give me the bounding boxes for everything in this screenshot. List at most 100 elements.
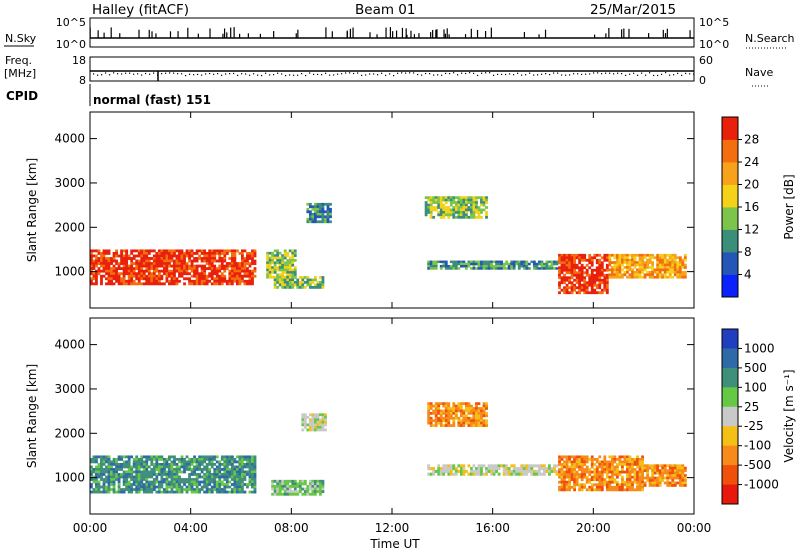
- range-cell: [319, 276, 322, 279]
- range-cell: [168, 279, 171, 283]
- range-cell: [633, 258, 637, 262]
- range-cell: [311, 413, 315, 417]
- range-cell: [459, 213, 463, 217]
- nave-dot: [565, 74, 567, 76]
- range-cell: [648, 270, 652, 274]
- range-cell: [175, 269, 179, 273]
- range-cell: [120, 279, 124, 283]
- range-cell: [492, 464, 496, 468]
- range-cell: [631, 253, 634, 257]
- range-cell: [155, 490, 159, 494]
- range-cell: [610, 485, 614, 489]
- range-cell: [575, 473, 579, 477]
- range-cell: [593, 278, 597, 282]
- range-cell: [560, 276, 564, 280]
- range-cell: [626, 266, 629, 269]
- range-cell: [319, 207, 322, 211]
- range-cell: [439, 414, 443, 418]
- range-cell: [251, 475, 254, 479]
- range-cell: [598, 470, 602, 474]
- nave-dot: [645, 74, 647, 76]
- range-cell: [218, 488, 222, 491]
- range-cell: [525, 467, 529, 471]
- nave-dot: [281, 73, 283, 75]
- range-cell: [434, 196, 438, 200]
- range-cell: [507, 467, 511, 471]
- range-cell: [120, 455, 124, 459]
- range-cell: [112, 488, 116, 491]
- range-cell: [621, 475, 624, 479]
- range-cell: [152, 249, 156, 253]
- range-cell: [578, 483, 582, 487]
- range-cell: [266, 271, 269, 274]
- range-cell: [575, 276, 579, 280]
- range-cell: [605, 468, 609, 471]
- range-cell: [168, 254, 171, 258]
- range-cell: [281, 283, 285, 287]
- range-cell: [605, 256, 609, 260]
- range-cell: [447, 407, 451, 410]
- range-cell: [467, 206, 471, 209]
- range-cell: [464, 213, 468, 217]
- range-cell: [444, 469, 448, 473]
- range-cell: [170, 483, 174, 486]
- range-cell: [291, 261, 295, 265]
- range-cell: [600, 268, 604, 272]
- range-cell: [248, 272, 252, 276]
- range-cell: [306, 283, 310, 287]
- range-cell: [608, 463, 612, 466]
- range-cell: [195, 475, 199, 479]
- range-cell: [321, 487, 325, 491]
- range-cell: [296, 490, 300, 494]
- range-cell: [243, 490, 247, 494]
- range-cell: [276, 286, 280, 289]
- range-cell: [268, 261, 272, 265]
- range-cell: [452, 211, 456, 214]
- range-cell: [193, 478, 196, 481]
- range-cell: [618, 483, 622, 487]
- range-cell: [583, 258, 587, 262]
- range-cell: [193, 457, 196, 461]
- nave-dot: [473, 72, 475, 75]
- range-cell: [563, 286, 566, 290]
- range-cell: [437, 419, 441, 423]
- range-cell: [477, 215, 481, 219]
- range-cell: [235, 279, 239, 283]
- range-cell: [558, 488, 561, 492]
- range-cell: [449, 464, 453, 468]
- range-cell: [558, 470, 561, 474]
- range-cell: [235, 488, 239, 491]
- range-cell: [615, 273, 619, 277]
- range-cell: [319, 210, 322, 214]
- range-cell: [626, 465, 629, 469]
- range-cell: [168, 249, 171, 253]
- range-cell: [288, 249, 292, 253]
- range-cell: [115, 468, 118, 471]
- range-cell: [671, 466, 675, 470]
- range-cell: [140, 257, 144, 260]
- range-cell: [125, 475, 129, 479]
- range-cell: [580, 276, 584, 280]
- range-cell: [613, 266, 617, 269]
- range-cell: [173, 468, 176, 471]
- range-cell: [646, 253, 649, 257]
- range-cell: [605, 276, 609, 280]
- range-cell: [150, 468, 154, 471]
- range-cell: [210, 254, 214, 258]
- range-cell: [464, 414, 468, 418]
- range-cell: [439, 206, 443, 209]
- range-cell: [578, 460, 582, 464]
- range-cell: [427, 421, 431, 425]
- range-cell: [157, 485, 161, 489]
- range-cell: [210, 475, 214, 479]
- range-cell: [140, 485, 144, 489]
- range-cell: [248, 274, 252, 278]
- range-cell: [575, 271, 579, 275]
- range-cell: [444, 213, 448, 217]
- range-cell: [565, 480, 569, 484]
- range-cell: [442, 206, 446, 209]
- range-cell: [117, 483, 121, 486]
- range-cell: [130, 468, 134, 471]
- range-cell: [510, 260, 514, 264]
- range-cell: [429, 260, 433, 264]
